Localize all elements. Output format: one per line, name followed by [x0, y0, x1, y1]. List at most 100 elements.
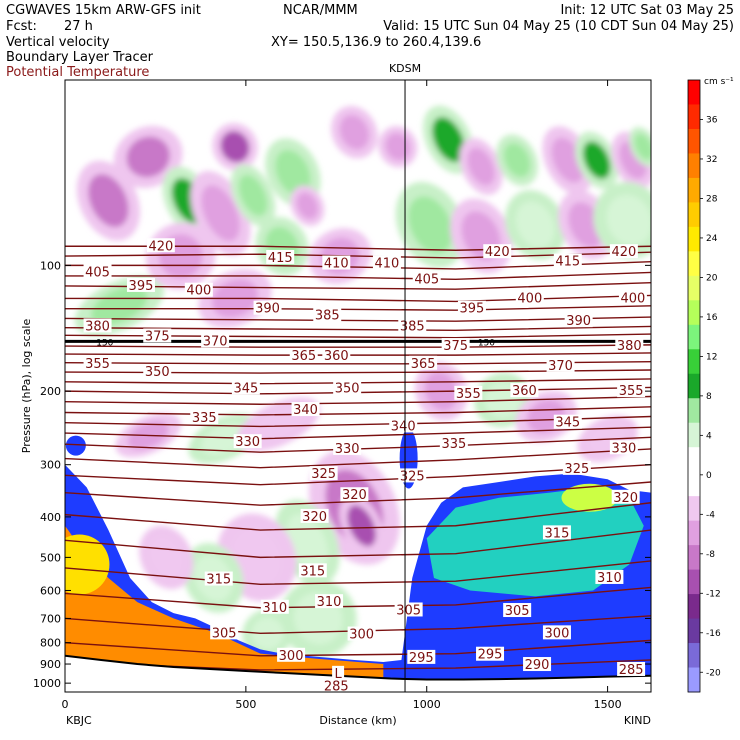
- terrain-fill: [65, 655, 651, 692]
- potential-temperature-labels: 150 150 420 415 410 410 420 415 420 405 395 400 390 3…: [83, 238, 647, 692]
- theta-label-bg: [266, 249, 295, 264]
- tropopause-label: 150: [96, 338, 113, 348]
- theta-label: 420: [148, 239, 173, 254]
- theta-label-bg: [542, 625, 571, 640]
- y-tick-label: 600: [40, 584, 61, 597]
- colorbar-swatch: [688, 545, 700, 571]
- theta-label: 300: [279, 649, 304, 664]
- theta-label-bg: [322, 348, 351, 363]
- theta-label: 290: [525, 658, 550, 673]
- theta-label: 385: [315, 309, 340, 324]
- theta-label: 375: [145, 329, 170, 344]
- colorbar-label: 20: [706, 273, 718, 283]
- colorbar-swatch: [688, 104, 700, 130]
- theta-label: 325: [564, 462, 589, 477]
- theta-label: 330: [611, 441, 636, 456]
- vv-core-1: [126, 136, 170, 178]
- y-tick-label: 1000: [33, 677, 61, 690]
- theta-label-bg: [333, 380, 362, 395]
- vv-core-3: [201, 185, 240, 242]
- theta-label: 420: [485, 245, 510, 260]
- station-mid: KDSM: [389, 62, 421, 75]
- station-left: KBJC: [66, 714, 92, 727]
- theta-line-23: [65, 481, 651, 506]
- valid-time: Valid: 15 UTC Sun 04 May 25 (10 CDT Sun …: [383, 19, 734, 34]
- theta-label-bg: [315, 594, 344, 609]
- theta-label-bg: [412, 271, 441, 286]
- theta-label-bg: [562, 460, 591, 475]
- colorbar-label: 28: [706, 194, 718, 204]
- theta-label-bg: [289, 348, 318, 363]
- colorbar-label: -4: [706, 510, 715, 520]
- theta-label: 330: [335, 442, 360, 457]
- theta-label-bg: [409, 355, 438, 370]
- theta-label: 420: [611, 245, 636, 260]
- theta-label: 305: [396, 603, 421, 618]
- vv-core-5: [238, 174, 268, 216]
- colorbar-swatch: [688, 80, 700, 105]
- theta-label: 410: [375, 257, 400, 272]
- theta-label-bg: [542, 525, 571, 540]
- theta-label: 385: [400, 319, 425, 334]
- theta-label: 345: [233, 381, 258, 396]
- theta-label-bg: [347, 626, 376, 641]
- theta-label-bg: [333, 440, 362, 455]
- theta-label: 350: [145, 365, 170, 380]
- tropopause-label: 150: [478, 338, 495, 348]
- theta-label: 340: [293, 403, 318, 418]
- colorbar-swatch: [688, 594, 700, 620]
- theta-line-6: [65, 305, 651, 311]
- y-tick-label: 200: [40, 385, 61, 398]
- theta-label-bg: [523, 657, 552, 672]
- theta-line-16: [65, 395, 651, 405]
- theta-label: 335: [441, 437, 466, 452]
- theta-label-bg: [389, 418, 418, 433]
- x-axis-label: Distance (km): [319, 714, 396, 727]
- theta-label-bg: [515, 290, 544, 305]
- vv-core-0: [88, 174, 129, 228]
- blt-low-core: [65, 525, 384, 680]
- theta-line-21: [65, 448, 651, 469]
- colorbar-frame: [687, 79, 701, 693]
- forecast-hour: 27 h: [64, 19, 93, 34]
- y-tick-label: 400: [40, 511, 61, 524]
- theta-label: 320: [302, 510, 327, 525]
- theta-line-25: [65, 529, 651, 559]
- colorbar-label: 4: [706, 431, 712, 441]
- vv-core-17: [91, 286, 148, 326]
- colorbar-label: -8: [706, 550, 715, 560]
- forecast-label: Fcst:: [6, 19, 37, 34]
- theta-label: 395: [460, 302, 485, 317]
- theta-label: 400: [620, 291, 645, 306]
- vertical-velocity-field: [74, 105, 651, 673]
- vv-core-26: [606, 194, 651, 246]
- init-time: Init: 12 UTC Sat 03 May 25: [560, 3, 734, 18]
- theta-label: 380: [85, 319, 110, 334]
- theta-label-bg: [476, 646, 505, 661]
- theta-label-bg: [372, 255, 401, 270]
- theta-label-bg: [553, 414, 582, 429]
- colorbar-swatch: [688, 153, 700, 179]
- vv-core-14: [582, 141, 611, 179]
- colorbar-swatch: [688, 349, 700, 375]
- colorbar-label: 36: [706, 115, 718, 125]
- colorbar-label: 0: [706, 471, 712, 481]
- colorbar-swatch: [688, 251, 700, 277]
- colorbar-swatch: [688, 300, 700, 326]
- station-right: KIND: [624, 714, 651, 727]
- theta-label-bg: [300, 508, 329, 523]
- theta-label: 405: [414, 272, 439, 287]
- cross-section-endpoints: XY= 150.5,136.9 to 260.4,139.6: [271, 35, 482, 50]
- theta-label: 325: [311, 467, 336, 482]
- theta-label-bg: [322, 255, 351, 270]
- colorbar-swatch: [688, 471, 700, 497]
- theta-label: 295: [409, 651, 434, 666]
- theta-label-bg: [298, 563, 327, 578]
- theta-line-1: [65, 251, 651, 259]
- theta-line-26: [65, 560, 651, 586]
- theta-label-bg: [260, 599, 289, 614]
- theta-label-bg: [394, 602, 423, 617]
- theta-label: 310: [262, 601, 287, 616]
- theta-label: 370: [203, 334, 228, 349]
